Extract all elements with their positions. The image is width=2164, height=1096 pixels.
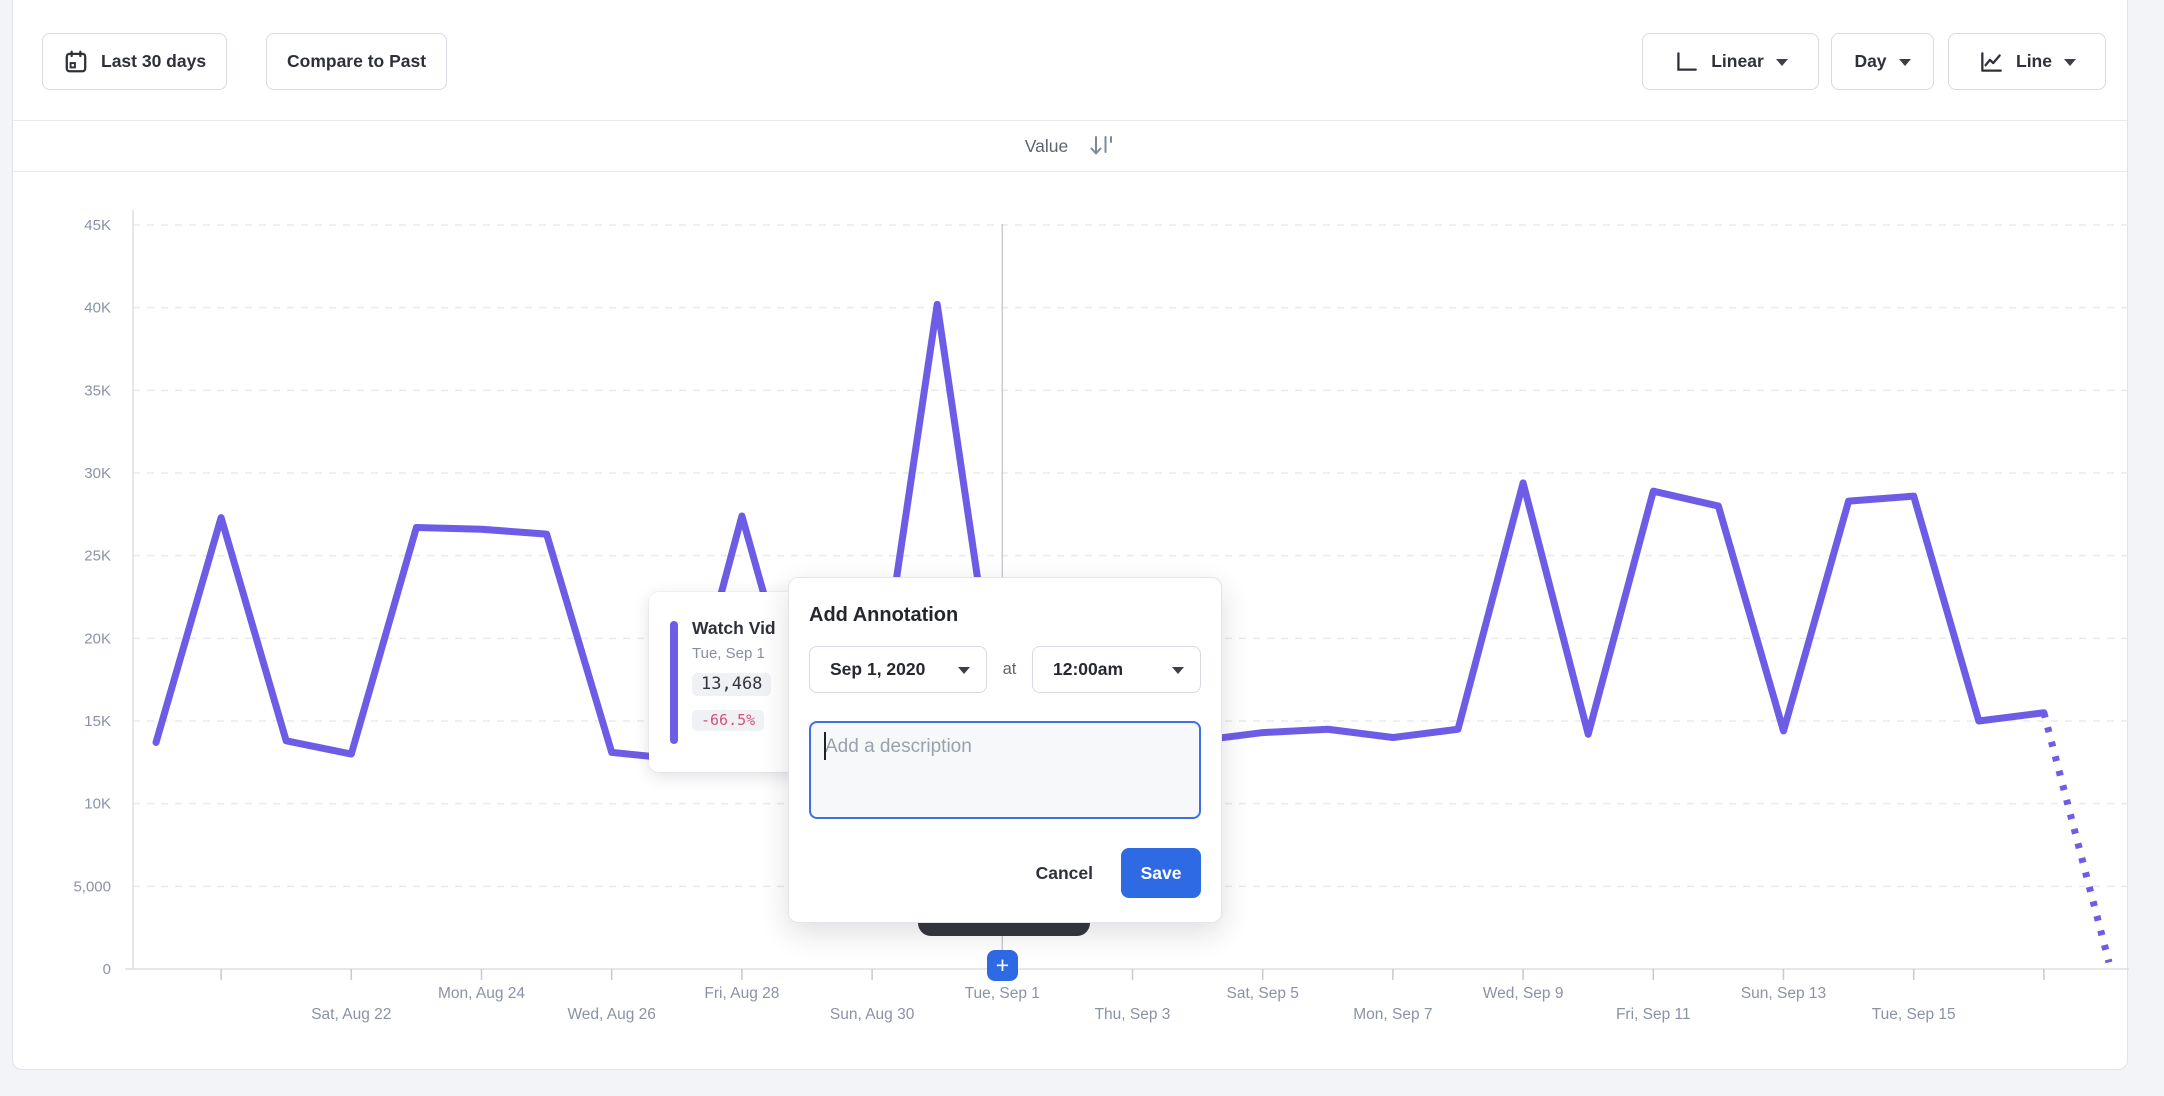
date-range-button[interactable]: Last 30 days	[42, 33, 228, 90]
text-cursor	[824, 732, 826, 760]
add-annotation-modal: Add Annotation Sep 1, 2020 at 12:00am Ca…	[788, 577, 1222, 923]
tooltip-value: 13,468	[692, 673, 772, 696]
add-annotation-plus-button[interactable]: +	[987, 950, 1018, 981]
cancel-button[interactable]: Cancel	[1018, 853, 1111, 894]
y-axis-tick-label: 40K	[84, 300, 111, 317]
x-axis-tick-label: Mon, Sep 7	[1353, 1006, 1432, 1023]
tooltip-change-percent: -66.5%	[692, 710, 765, 731]
x-axis-tick-label: Tue, Sep 15	[1872, 1006, 1956, 1023]
annotation-time-select[interactable]: 12:00am	[1032, 646, 1201, 693]
series-color-bar	[670, 621, 678, 744]
chevron-down-icon	[958, 667, 970, 674]
x-axis-tick-label: Sat, Aug 22	[311, 1006, 391, 1023]
modal-title: Add Annotation	[809, 604, 959, 626]
annotation-time-value: 12:00am	[1053, 659, 1124, 679]
at-label: at	[1002, 660, 1017, 678]
tooltip-series-name: Watch Vid	[692, 618, 776, 638]
x-axis-tick-label: Wed, Sep 9	[1483, 985, 1564, 1002]
chevron-down-icon	[2063, 59, 2076, 66]
chevron-down-icon	[1775, 59, 1788, 66]
x-axis-tick-label: Wed, Aug 26	[567, 1006, 655, 1023]
x-axis-tick-label: Sun, Aug 30	[830, 1006, 915, 1023]
chart-type-dropdown[interactable]: Line	[1948, 33, 2106, 90]
scale-dropdown[interactable]: Linear	[1642, 33, 1819, 90]
x-axis-tick-label: Tue, Sep 1	[965, 985, 1040, 1002]
annotation-date-select[interactable]: Sep 1, 2020	[809, 646, 987, 693]
x-axis-tick-label: Fri, Sep 11	[1616, 1006, 1691, 1023]
line-chart-icon	[1981, 51, 2002, 72]
y-axis-tick-label: 5,000	[73, 878, 111, 895]
scale-label: Linear	[1711, 51, 1764, 71]
value-header-row: Value	[13, 121, 2127, 172]
y-axis-tick-label: 10K	[84, 796, 111, 813]
y-axis-tick-label: 15K	[84, 713, 111, 730]
chevron-down-icon	[1898, 59, 1911, 66]
y-axis-tick-label: 35K	[84, 382, 111, 399]
sort-descending-icon[interactable]	[1088, 134, 1115, 158]
series-line-incomplete	[2040, 711, 2113, 964]
x-axis-tick-label: Mon, Aug 24	[438, 985, 525, 1002]
toolbar: Last 30 days Compare to Past Linear Day …	[13, 0, 2127, 121]
linear-axis-icon	[1677, 51, 1698, 71]
value-column-label: Value	[1024, 135, 1069, 156]
compare-to-past-button[interactable]: Compare to Past	[266, 33, 448, 90]
chart-type-label: Line	[2016, 51, 2052, 71]
annotation-description-input[interactable]	[809, 721, 1201, 819]
calendar-icon	[65, 50, 87, 72]
y-axis-tick-label: 20K	[84, 630, 111, 647]
y-axis-tick-label: 45K	[84, 217, 111, 234]
report-card: Last 30 days Compare to Past Linear Day …	[12, 0, 2129, 1070]
x-axis-tick-label: Sun, Sep 13	[1741, 985, 1826, 1002]
save-button[interactable]: Save	[1121, 848, 1201, 898]
x-axis-tick-label: Thu, Sep 3	[1095, 1006, 1171, 1023]
y-axis-tick-label: 0	[103, 961, 111, 978]
x-axis-tick-label: Fri, Aug 28	[704, 985, 779, 1002]
y-axis-tick-label: 25K	[84, 548, 111, 565]
chevron-down-icon	[1172, 667, 1184, 674]
tooltip-date: Tue, Sep 1	[692, 645, 765, 662]
annotation-date-value: Sep 1, 2020	[830, 659, 926, 679]
y-axis-tick-label: 30K	[84, 465, 111, 482]
granularity-dropdown[interactable]: Day	[1831, 33, 1934, 90]
granularity-label: Day	[1854, 51, 1887, 71]
x-axis-tick-label: Sat, Sep 5	[1227, 985, 1299, 1002]
date-range-label: Last 30 days	[101, 51, 207, 71]
compare-to-past-label: Compare to Past	[287, 51, 427, 71]
